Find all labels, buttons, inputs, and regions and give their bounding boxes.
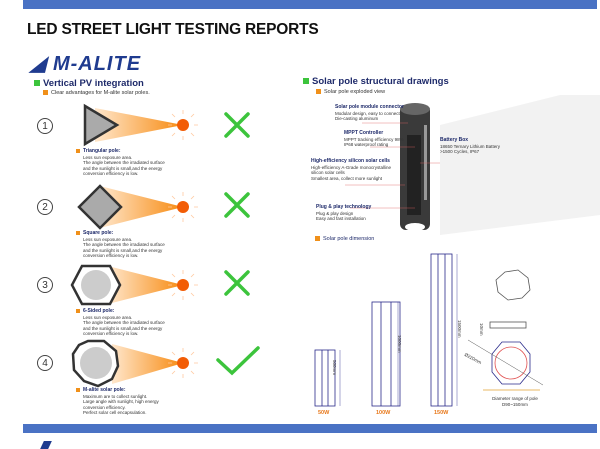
callout: Battery Box 18650 Ternary Lithium Battery… [440,137,500,154]
left-subheading: Clear advantages for M-alite solar poles… [43,90,150,97]
sun-icons [177,119,189,369]
cross-icon [224,192,250,218]
pole-watt: 50W [318,410,330,416]
callout: MPPT Controller MPPT tracking efficiency … [344,130,404,147]
pole-watt: 150W [434,410,449,416]
pole-description: Square pole: Less sun exposure area. The a… [76,230,226,259]
pole-description: Triangular pole: Less sun exposure area. T… [76,148,226,177]
step-number: 1 [37,118,53,134]
cross-icon [224,112,250,138]
beam-3 [70,264,183,306]
logo-mark [40,441,52,449]
pole-watt: 100W [376,410,391,416]
right-heading: Solar pole structural drawings [303,76,449,87]
left-heading: Vertical PV integration [34,78,144,89]
pole-description: 6-Sided pole: Less sun exposure area. The … [76,308,226,337]
page-title: LED STREET LIGHT TESTING REPORTS [27,21,319,38]
dimension-label: Solar pole dimension [315,236,374,243]
pole-comparison-graphics [70,103,260,388]
section-height: 10mm [479,323,484,336]
octagon-top-view [495,269,531,301]
exploded-pole-drawing [345,95,600,235]
pole-height: 1500mm [457,320,462,338]
octagon-cross-section [467,339,544,391]
pole-height: 500mm [332,360,337,376]
pole-100w [371,301,401,407]
callout: Solar pole module connector Modular desig… [335,104,404,121]
beam-2 [77,184,183,230]
beam-4 [71,339,183,388]
step-number: 4 [37,355,53,371]
check-icon [216,346,260,376]
pole-150w [430,253,458,407]
top-bar [23,0,597,9]
pole-50w [314,349,341,407]
section-strip [489,321,527,329]
diameter-note: Diameter range of pole D90~150mm [492,396,538,407]
beam-1 [83,103,183,147]
step-number: 3 [37,277,53,293]
bottom-bar [23,424,597,433]
logo: ◢ M-ALITE [30,53,142,75]
exploded-label: Solar pole exploded view [316,89,385,96]
pole-dimension-drawings [314,253,544,407]
callout: High-efficiency silicon solar cells High-… [311,158,391,181]
pole-height: 1000mm [397,335,402,353]
callout: Plug & play technology Plug & play design… [316,204,372,221]
step-number: 2 [37,199,53,215]
cross-icon [224,270,250,296]
pole-description: M-alite solar pole: Maximum are to collec… [76,387,226,416]
